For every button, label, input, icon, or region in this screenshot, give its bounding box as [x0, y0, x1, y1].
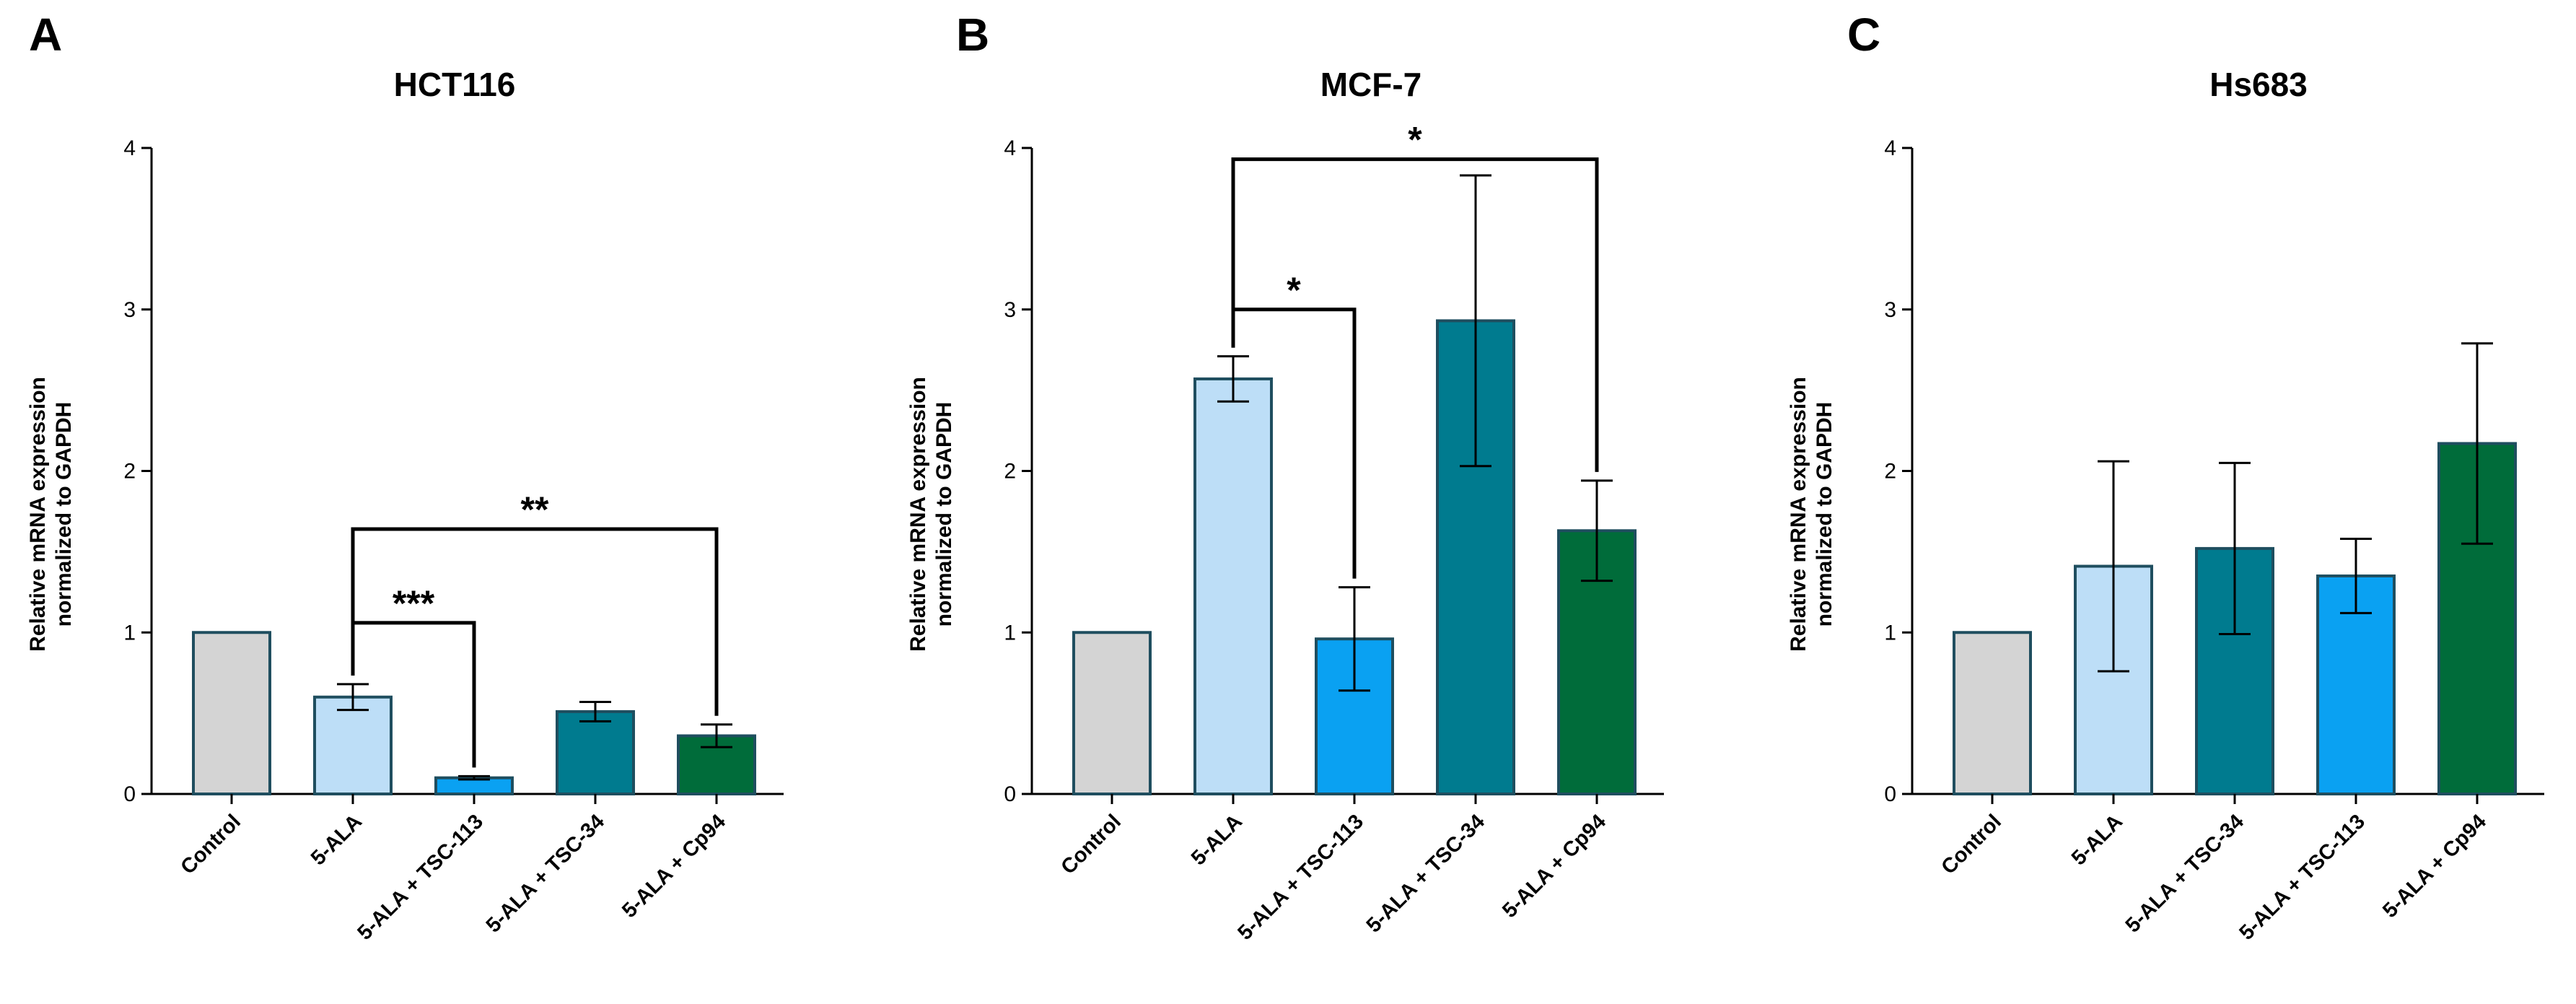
significance-label: *	[1408, 120, 1422, 160]
bar-0	[1072, 631, 1152, 795]
y-tick-label: 3	[1004, 298, 1016, 322]
significance-bracket	[1231, 157, 1599, 472]
y-axis-label: normalized to GAPDH	[932, 402, 956, 627]
chart-panel-b: B MCF-7 Relative mRNA expression normalized…	[906, 9, 1664, 945]
chart-panel-c: C Hs683 Relative mRNA expression normalized…	[1787, 9, 2544, 945]
x-tick-label: 5-ALA + TSC-34	[1362, 810, 1489, 937]
y-tick-label: 1	[1884, 621, 1896, 645]
x-tick-label: Control	[176, 810, 245, 879]
x-tick-label: 5-ALA	[1187, 810, 1247, 870]
x-tick-label: 5-ALA + TSC-34	[482, 810, 609, 937]
y-tick-label: 3	[123, 298, 136, 322]
x-tick-label: 5-ALA + TSC-34	[2121, 810, 2248, 937]
x-tick-label: 5-ALA	[307, 810, 367, 870]
bar-1	[1193, 377, 1273, 795]
x-tick-label: 5-ALA + Cp94	[2378, 810, 2491, 922]
panel-letter: A	[29, 9, 62, 61]
significance-label: **	[521, 489, 549, 530]
x-tick-label: 5-ALA	[2067, 810, 2127, 870]
y-axis-label: normalized to GAPDH	[1813, 402, 1836, 627]
y-tick-label: 0	[123, 782, 136, 806]
y-axis-label: Relative mRNA expression	[26, 377, 50, 652]
chart-panel-a: A HCT116 Relative mRNA expression normalize…	[26, 9, 784, 945]
panel-letter: C	[1847, 9, 1880, 61]
y-tick-label: 0	[1884, 782, 1896, 806]
y-axis-label: Relative mRNA expression	[1787, 377, 1810, 652]
x-tick-label: Control	[1937, 810, 2006, 879]
panel-letter: B	[956, 9, 989, 61]
chart-title: HCT116	[394, 66, 516, 103]
y-axis-label: normalized to GAPDH	[52, 402, 76, 627]
x-tick-label: 5-ALA + TSC-113	[1233, 810, 1368, 945]
y-tick-label: 1	[123, 621, 136, 645]
bar-0	[192, 631, 271, 795]
y-tick-label: 3	[1884, 298, 1896, 322]
bar-0	[1953, 631, 2032, 795]
chart-title: MCF-7	[1320, 66, 1422, 103]
x-tick-label: 5-ALA + Cp94	[1498, 810, 1611, 922]
x-tick-label: 5-ALA + TSC-113	[353, 810, 488, 945]
x-tick-label: Control	[1056, 810, 1126, 879]
y-tick-label: 4	[1884, 136, 1896, 160]
significance-label: ***	[393, 583, 435, 624]
y-tick-label: 2	[1884, 460, 1896, 484]
significance-bracket	[351, 527, 719, 716]
chart-title: Hs683	[2209, 66, 2308, 103]
y-tick-label: 2	[123, 460, 136, 484]
y-tick-label: 4	[1004, 136, 1016, 160]
y-axis-label: Relative mRNA expression	[906, 377, 930, 652]
x-tick-label: 5-ALA + TSC-113	[2235, 810, 2370, 945]
y-tick-label: 4	[123, 136, 136, 160]
y-tick-label: 1	[1004, 621, 1016, 645]
y-tick-label: 0	[1004, 782, 1016, 806]
y-tick-label: 2	[1004, 460, 1016, 484]
bar-1	[313, 695, 393, 795]
x-tick-label: 5-ALA + Cp94	[618, 810, 730, 922]
bar-3	[556, 710, 635, 796]
significance-label: *	[1287, 270, 1301, 310]
